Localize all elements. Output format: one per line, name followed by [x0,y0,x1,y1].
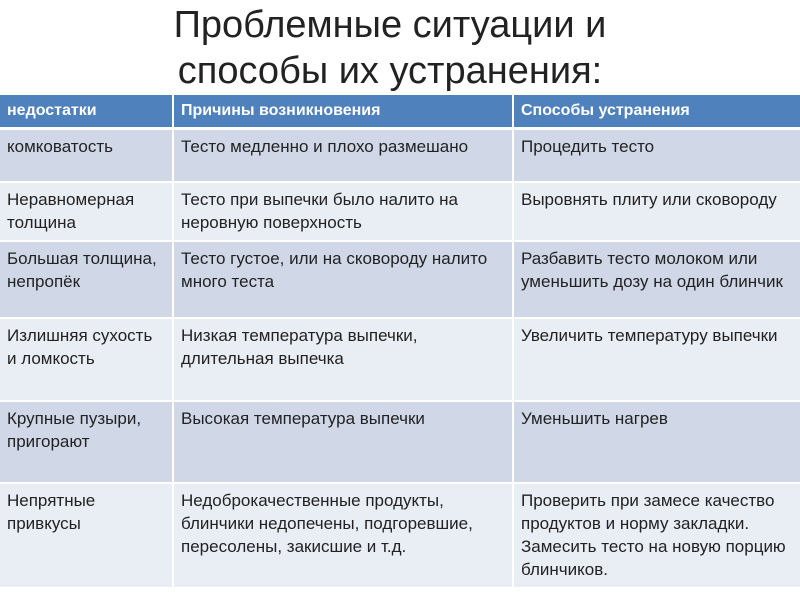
cell-remedy: Разбавить тесто молоком или уменьшить до… [513,240,800,319]
header-remedies: Способы устранения [513,95,800,130]
table-row: Неравномерная толщина Тесто при выпечки … [0,181,800,242]
cell-remedy: Увеличить температуру выпечки [513,317,800,402]
table-header-row: недостатки Причины возникновения Способы… [0,95,800,130]
cell-cause: Низкая температура выпечки, длительная в… [173,317,514,402]
cell-remedy: Уменьшить нагрев [513,400,800,484]
slide-title: Проблемные ситуации и способы их устране… [0,2,780,94]
problems-table: недостатки Причины возникновения Способы… [0,95,800,589]
cell-shortcoming: Неравномерная толщина [0,181,174,242]
table-row: Непрятные привкусы Недоброкачественные п… [0,482,800,589]
cell-cause: Высокая температура выпечки [173,400,514,484]
cell-shortcoming: Крупные пузыри, пригорают [0,400,174,484]
table-row: Крупные пузыри, пригорают Высокая темпер… [0,400,800,484]
cell-shortcoming: Излишняя сухость и ломкость [0,317,174,402]
title-line-1: Проблемные ситуации и [173,4,607,46]
cell-cause: Тесто при выпечки было налито на неровну… [173,181,514,242]
table-row: комковатость Тесто медленно и плохо разм… [0,128,800,183]
cell-remedy: Проверить при замесе качество продуктов … [513,482,800,589]
cell-remedy: Выровнять плиту или сковороду [513,181,800,242]
header-shortcomings: недостатки [0,95,174,130]
title-line-2: способы их устранения: [177,50,603,92]
table-row: Излишняя сухость и ломкость Низкая темпе… [0,317,800,402]
cell-cause: Недоброкачественные продукты, блинчики н… [173,482,514,589]
table-row: Большая толщина, непропёк Тесто густое, … [0,240,800,319]
header-causes: Причины возникновения [173,95,514,130]
cell-shortcoming: Непрятные привкусы [0,482,174,589]
cell-remedy: Процедить тесто [513,128,800,183]
cell-shortcoming: комковатость [0,128,174,183]
cell-cause: Тесто медленно и плохо размешано [173,128,514,183]
cell-shortcoming: Большая толщина, непропёк [0,240,174,319]
cell-cause: Тесто густое, или на сковороду налито мн… [173,240,514,319]
